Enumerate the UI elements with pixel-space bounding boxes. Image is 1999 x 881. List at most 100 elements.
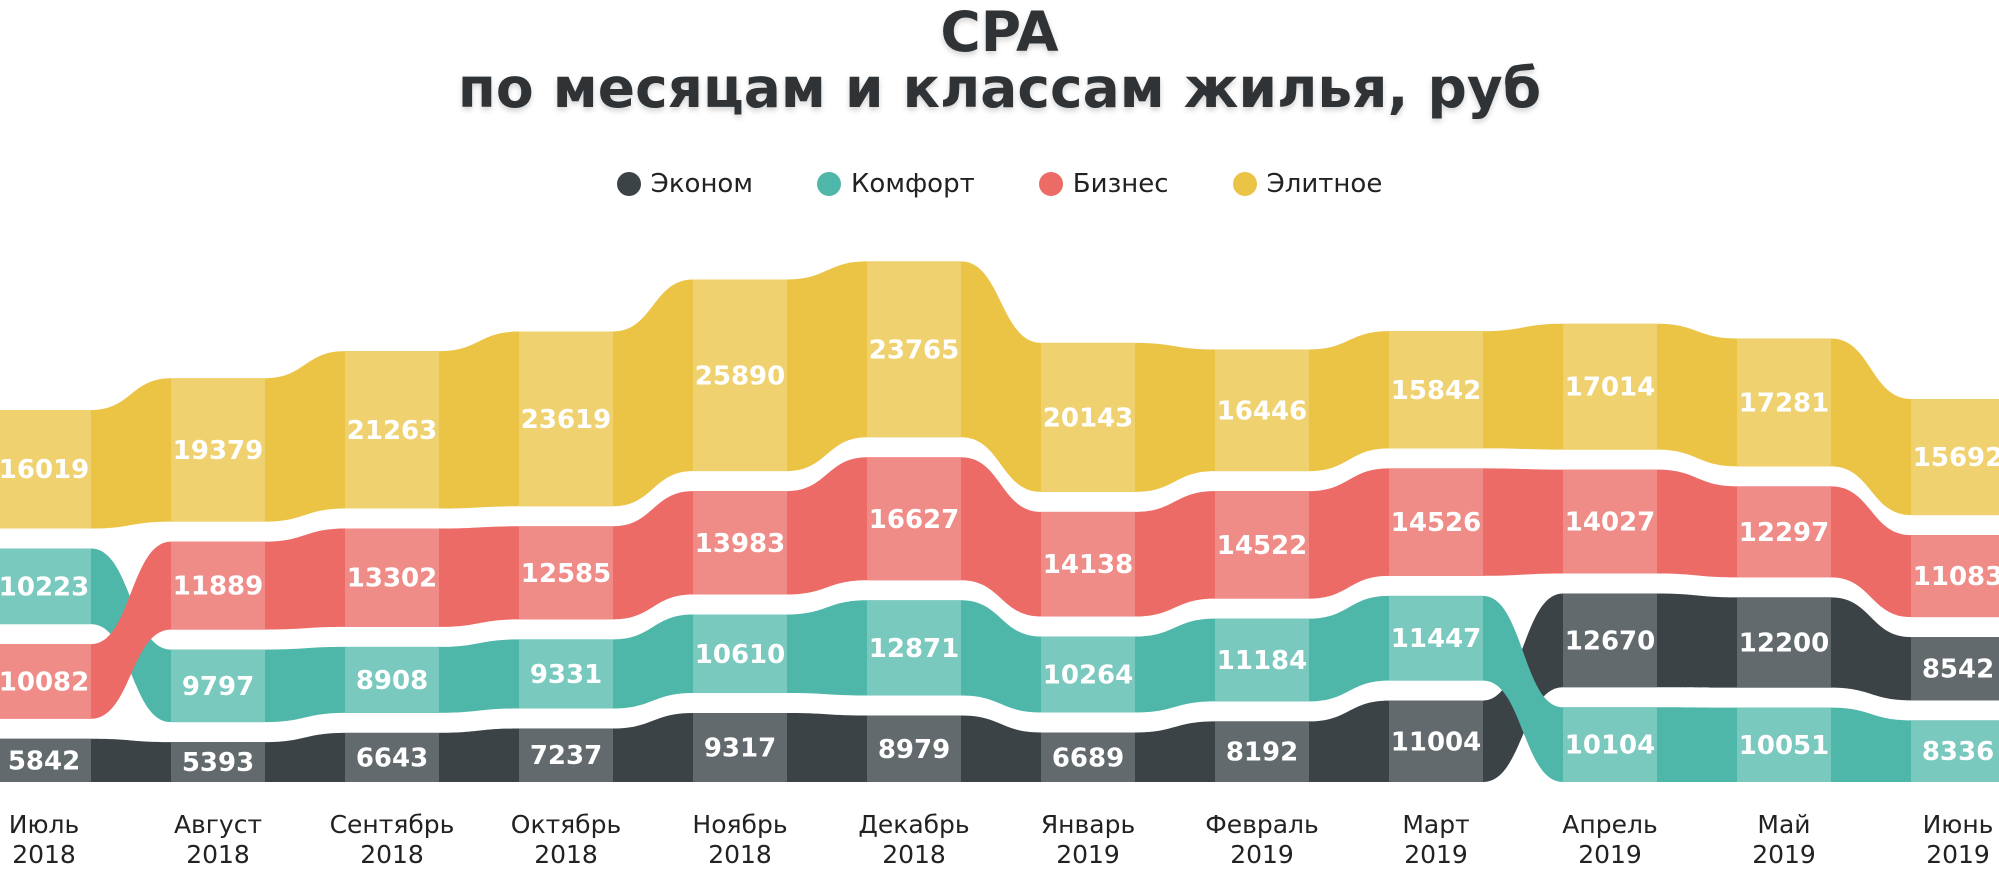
legend-item: Комфорт [816,166,975,202]
data-label: 25890 [695,361,785,391]
column-bar [1737,597,1831,688]
series-band [0,457,1999,719]
data-label: 5842 [8,746,80,776]
column-bar [0,738,91,782]
legend-item: Бизнес [1038,166,1169,202]
chart-title-line-1: CPA [940,0,1059,64]
column-bar [171,541,265,630]
legend-label: Элитное [1266,169,1383,199]
column-bar [1389,595,1483,681]
column-bar [1041,732,1135,782]
data-label: 14526 [1391,508,1481,538]
column-bar [1563,469,1657,574]
legend-label: Бизнес [1072,169,1169,199]
column-bar [1911,637,1999,701]
column-bar [1737,707,1831,782]
column-bar [1389,468,1483,576]
column-bar [345,528,439,627]
data-label: 13302 [347,564,437,594]
column-bar [1911,398,1999,516]
column-bar [1563,707,1657,782]
column-bar [1215,349,1309,472]
column-bar [1041,636,1135,713]
column-bar [693,713,787,782]
series-band [0,261,1999,529]
data-label: 10610 [695,640,785,670]
data-label: 17281 [1739,388,1829,418]
series-2: 10082 11889 13302 12585 13983 16627 14138 14522… [0,457,1999,719]
chart-title-line-2: по месяцам и классам жилья, руб [457,56,1542,120]
legend-item: Эконом [616,166,753,202]
data-label: 6643 [356,743,428,773]
column-bar [867,600,961,696]
data-label: 8542 [1922,655,1994,685]
column-bar [519,526,613,620]
column-bar [0,548,91,625]
column-bar [693,279,787,472]
data-label: 16627 [869,505,959,535]
column-bar [1041,342,1135,492]
data-label: 5393 [182,748,254,778]
series-0: 5842 5393 6643 7237 9317 8979 6689 8192 11004 126… [0,593,1999,783]
column-bar [171,378,265,522]
data-label: 13983 [695,529,785,559]
column-bar [519,639,613,709]
column-bar [867,261,961,438]
series-band [0,548,1999,783]
column-bar [1215,618,1309,702]
data-label: 8908 [356,666,428,696]
data-label: 8192 [1226,738,1298,768]
column-bar [171,742,265,782]
data-label: 9317 [704,734,776,764]
legend-dot [1038,172,1063,196]
data-label: 9797 [182,672,254,702]
column-bar [1041,511,1135,617]
legend: Эконом Комфорт Бизнес Элитное [0,166,1999,202]
data-label: 11083 [1913,562,1999,592]
column-bar [1563,323,1657,450]
column-bar [1911,535,1999,618]
data-label: 6689 [1052,743,1124,773]
column-bar [1215,491,1309,599]
column-bar [1215,721,1309,782]
legend-label: Эконом [650,169,753,199]
data-label: 10051 [1739,731,1829,761]
series-3: 16019 19379 21263 23619 25890 23765 20143 16446… [0,261,1999,529]
legend-item: Элитное [1232,166,1383,202]
data-label: 12200 [1739,628,1829,658]
data-label: 10082 [0,667,89,697]
column-bar [519,331,613,507]
data-label: 14027 [1565,508,1655,538]
column-bar [693,614,787,694]
data-label: 11889 [173,572,263,602]
data-label: 7237 [530,741,602,771]
data-label: 16446 [1217,396,1307,426]
column-bar [1563,593,1657,688]
column-bar [0,644,91,719]
data-label: 12585 [521,559,611,589]
data-label: 23619 [521,405,611,435]
column-bar [1737,338,1831,467]
data-label: 15842 [1391,376,1481,406]
data-label: 11447 [1391,624,1481,654]
data-label: 15692 [1913,443,1999,473]
data-label: 11004 [1391,727,1481,757]
data-label: 21263 [347,416,437,446]
legend-label: Комфорт [850,169,975,199]
data-label: 14138 [1043,550,1133,580]
data-label: 20143 [1043,403,1133,433]
data-label: 12297 [1739,518,1829,548]
column-bar [1389,700,1483,782]
data-label: 10223 [0,572,89,602]
data-label: 11184 [1217,646,1307,676]
data-label: 12871 [869,634,959,664]
column-bar [345,351,439,509]
column-bar [867,457,961,581]
series-band [0,593,1999,783]
column-bar [1911,720,1999,782]
data-label: 14522 [1217,531,1307,561]
data-label: 17014 [1565,373,1655,403]
series-1: 10223 9797 8908 9331 10610 12871 10264 11184 114… [0,548,1999,783]
column-bar [171,649,265,723]
